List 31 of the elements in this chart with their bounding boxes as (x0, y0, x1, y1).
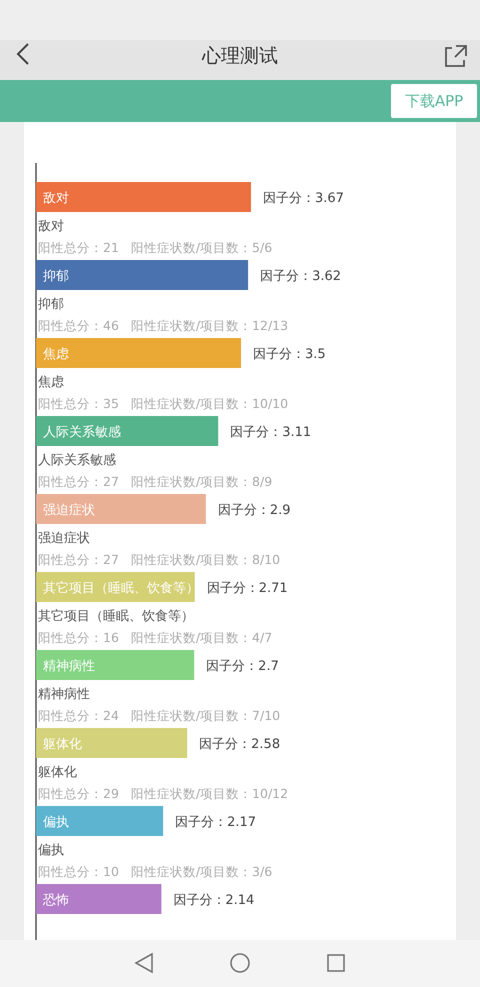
data-label: 因子分：3.11 (230, 425, 312, 440)
annotation: 阳性总分：10 阳性症状数/项目数：3/6 (38, 864, 272, 879)
data-label: 因子分：2.71 (206, 581, 288, 596)
annotation: 阳性总分：21 阳性症状数/项目数：5/6 (38, 240, 272, 255)
data-label: 因子分：2.14 (173, 893, 254, 908)
y-tick-label: 敌对 (43, 191, 69, 206)
y-tick-label: 抑郁 (43, 269, 69, 284)
data-label: 因子分：2.17 (175, 815, 256, 830)
data-label: 因子分：3.67 (263, 191, 344, 206)
annotation: 阳性总分：27 阳性症状数/项目数：8/10 (38, 552, 280, 567)
data-label: 因子分：2.7 (206, 659, 279, 674)
chart-title: 心理测试 (201, 45, 278, 67)
text: 下载APP (404, 92, 464, 110)
data-label: 因子分：2.9 (218, 503, 291, 518)
annotation: 阳性总分：35 阳性症状数/项目数：10/10 (38, 396, 288, 411)
annotation: 阳性总分：24 阳性症状数/项目数：7/10 (38, 708, 280, 723)
y-tick-label: 焦虑 (43, 347, 69, 362)
annotation: 阳性总分：27 阳性症状数/项目数：8/9 (38, 474, 272, 489)
y-tick-label: 精神病性 (43, 659, 95, 674)
y-tick-label: 躯体化 (43, 737, 82, 752)
data-label: 因子分：3.62 (260, 269, 342, 284)
annotation: 阳性总分：29 阳性症状数/项目数：10/12 (38, 786, 288, 801)
y-tick-label: 偏执 (43, 815, 69, 830)
y-tick-label: 强迫症状 (43, 503, 95, 518)
y-tick-label: 其它项目（睡眠、饮食等） (43, 580, 199, 596)
data-label: 因子分：3.5 (253, 347, 326, 362)
y-tick-label: 恐怖 (42, 893, 69, 908)
annotation: 阳性总分：16 阳性症状数/项目数：4/7 (38, 630, 272, 645)
annotation: 阳性总分：46 阳性症状数/项目数：12/13 (38, 318, 288, 333)
data-label: 因子分：2.58 (199, 737, 280, 752)
y-tick-label: 人际关系敏感 (43, 425, 121, 440)
